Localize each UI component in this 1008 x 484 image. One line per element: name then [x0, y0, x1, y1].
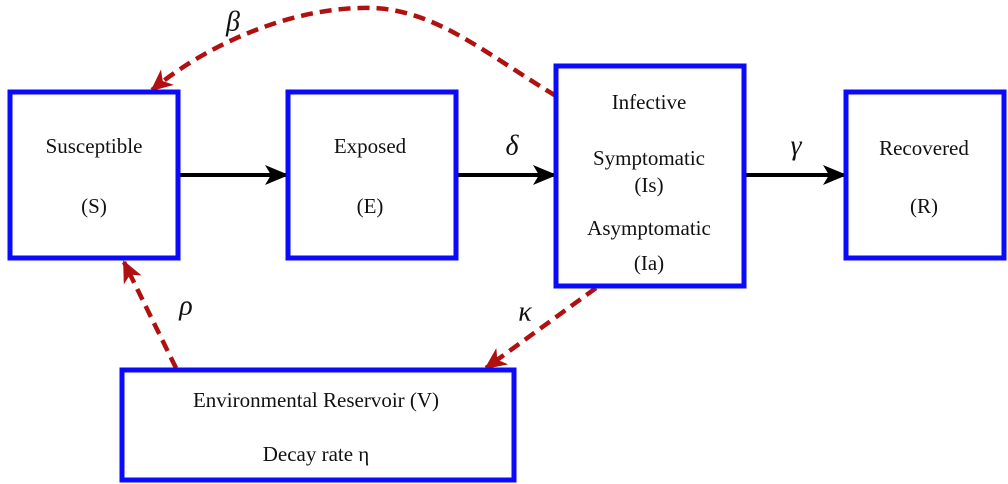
- node-box: [119, 367, 517, 483]
- node-label: Environmental Reservoir (V): [193, 388, 439, 412]
- node-label: Exposed: [334, 134, 407, 158]
- edge-label: ρ: [178, 290, 192, 321]
- node-box: [7, 89, 181, 261]
- edge-label: β: [225, 6, 240, 37]
- node-box: [843, 89, 1007, 261]
- edge-label: δ: [505, 130, 519, 161]
- node-label: (Is): [634, 173, 663, 197]
- node-label: Symptomatic: [593, 146, 705, 170]
- edge-label: κ: [518, 296, 532, 327]
- node-box: [285, 89, 459, 261]
- node-label: (Ia): [634, 251, 664, 275]
- node-box: [553, 63, 747, 289]
- node-label: (R): [910, 194, 938, 218]
- dashed-arrow: [150, 5, 558, 98]
- node-label: Recovered: [879, 136, 969, 160]
- dashed-arrow: [484, 286, 598, 370]
- node-label: (S): [81, 194, 107, 218]
- node-label: Susceptible: [46, 134, 143, 158]
- dashed-arrow: [121, 260, 179, 369]
- edge-label: γ: [790, 130, 802, 161]
- node-label: (E): [357, 194, 384, 218]
- node-label: Infective: [612, 90, 687, 114]
- node-label: Asymptomatic: [587, 216, 711, 240]
- node-label: Decay rate η: [263, 442, 370, 466]
